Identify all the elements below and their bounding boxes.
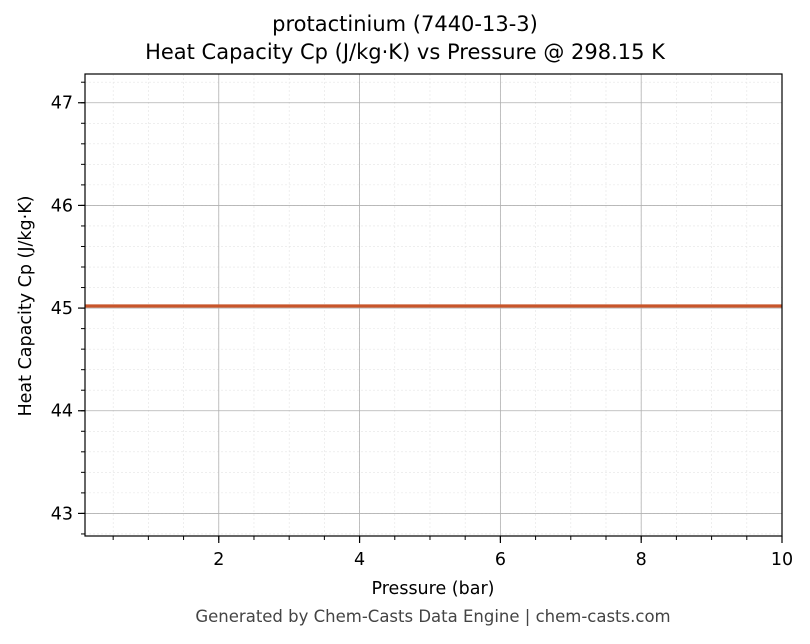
x-tick-label: 2 bbox=[213, 550, 224, 570]
y-axis-label: Heat Capacity Cp (J/kg·K) bbox=[16, 196, 36, 417]
x-axis-label: Pressure (bar) bbox=[372, 579, 495, 599]
y-tick-label: 47 bbox=[51, 94, 73, 114]
chart-title: protactinium (7440-13-3) bbox=[272, 12, 538, 36]
x-tick-label: 8 bbox=[636, 550, 647, 570]
x-tick-label: 4 bbox=[354, 550, 365, 570]
x-tick-label: 6 bbox=[495, 550, 506, 570]
y-tick-label: 45 bbox=[51, 299, 73, 319]
y-tick-label: 43 bbox=[51, 504, 73, 524]
y-tick-label: 44 bbox=[51, 402, 73, 422]
chart-subtitle: Heat Capacity Cp (J/kg·K) vs Pressure @ … bbox=[145, 40, 665, 64]
plot-frame bbox=[84, 73, 783, 537]
x-tick-label: 10 bbox=[771, 550, 793, 570]
y-tick-label: 46 bbox=[51, 196, 73, 216]
footer-credit: Generated by Chem-Casts Data Engine | ch… bbox=[195, 607, 671, 626]
